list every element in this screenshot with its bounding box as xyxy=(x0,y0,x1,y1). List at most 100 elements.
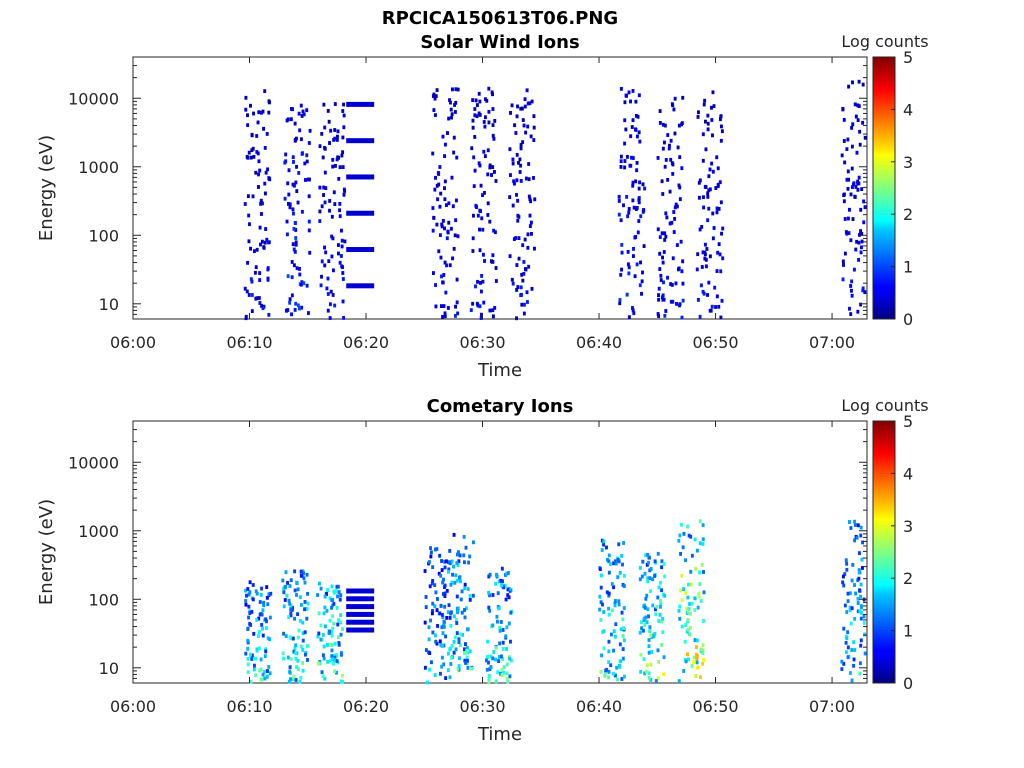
spectrogram-cell xyxy=(848,608,852,613)
panel-title-solar-wind: Solar Wind Ions xyxy=(420,32,579,53)
spectrogram-cell xyxy=(455,561,459,565)
spectrogram-cell xyxy=(519,142,523,147)
spectrogram-cell xyxy=(646,579,650,584)
spectrogram-cell xyxy=(598,567,602,571)
spectrogram-cell xyxy=(322,185,326,190)
spectrogram-cell xyxy=(670,220,674,225)
spectrogram-cell xyxy=(671,299,675,304)
spectrogram-cell xyxy=(648,576,652,581)
spectrogram-cell xyxy=(481,252,485,257)
spectrogram-cell xyxy=(492,228,496,233)
spectrogram-cell xyxy=(247,604,251,609)
spectrogram-cell xyxy=(528,213,532,218)
spectrogram-cell xyxy=(491,314,495,319)
spectrogram-cell xyxy=(487,605,491,610)
spectrogram-cell xyxy=(680,624,684,629)
spectrogram-cell xyxy=(681,298,685,303)
spectrogram-cell xyxy=(701,523,705,528)
spectrogram-cell xyxy=(336,622,340,627)
spectrogram-cell xyxy=(852,267,856,272)
spectrogram-cell xyxy=(482,149,486,154)
spectrogram-cell xyxy=(341,627,344,631)
spectrogram-cell xyxy=(250,309,254,313)
spectrogram-cell xyxy=(449,623,453,628)
spectrogram-cell xyxy=(717,206,721,211)
spectrogram-cell xyxy=(612,648,616,653)
spectrogram-cell xyxy=(433,113,437,118)
spectrogram-cell xyxy=(445,588,449,593)
band-cell xyxy=(346,138,375,144)
spectrogram-cell xyxy=(662,562,666,566)
x-tick-label: 06:30 xyxy=(459,697,505,716)
spectrogram-cell xyxy=(318,209,322,214)
spectrogram-cell xyxy=(342,102,346,107)
spectrogram-cell xyxy=(465,646,469,650)
spectrogram-cell xyxy=(859,594,862,599)
spectrogram-cell xyxy=(443,591,447,596)
spectrogram-cell xyxy=(654,679,658,683)
spectrogram-cell xyxy=(647,560,650,565)
spectrogram-cell xyxy=(527,194,531,199)
spectrogram-cell xyxy=(664,309,668,313)
spectrogram-cell xyxy=(293,588,297,593)
spectrogram-cell xyxy=(859,582,863,587)
spectrogram-cell xyxy=(337,635,340,640)
spectrogram-cell xyxy=(446,306,450,310)
spectrogram-cell xyxy=(714,305,718,309)
spectrogram-cell xyxy=(428,651,432,656)
spectrogram-cell xyxy=(681,95,685,100)
spectrogram-cell xyxy=(265,674,269,679)
spectrogram-cell xyxy=(455,606,459,611)
spectrogram-cell xyxy=(666,275,669,280)
spectrogram-cell xyxy=(675,243,679,247)
colorbar-tick-label: 1 xyxy=(903,622,913,641)
spectrogram-cell xyxy=(707,280,711,285)
spectrogram-cell xyxy=(424,648,428,652)
spectrogram-cell xyxy=(491,623,495,628)
spectrogram-cell xyxy=(697,195,701,200)
spectrogram-cell xyxy=(305,153,309,158)
spectrogram-cell xyxy=(285,593,289,598)
spectrogram-cell xyxy=(505,647,509,651)
spectrogram-cell xyxy=(623,165,627,170)
spectrogram-cell xyxy=(856,601,860,605)
spectrogram-cell xyxy=(658,109,662,113)
spectrogram-cell xyxy=(653,574,657,578)
spectrogram-cell xyxy=(286,655,290,660)
spectrogram-cell xyxy=(519,146,523,151)
spectrogram-cell xyxy=(293,121,297,126)
spectrogram-cell xyxy=(847,231,851,235)
spectrogram-cell xyxy=(431,565,435,570)
spectrogram-cell xyxy=(849,284,853,288)
spectrogram-cell xyxy=(438,553,442,558)
spectrogram-cell xyxy=(517,236,521,240)
spectrogram-cell xyxy=(450,643,454,648)
spectrogram-cell xyxy=(244,602,248,607)
spectrogram-cell xyxy=(845,567,849,572)
spectrogram-cell xyxy=(638,630,642,635)
spectrogram-cell xyxy=(686,657,690,662)
spectrogram-cell xyxy=(497,655,501,659)
y-tick-label: 10 xyxy=(99,295,119,314)
spectrogram-cell xyxy=(499,671,503,676)
spectrogram-cell xyxy=(247,213,251,218)
spectrogram-cell xyxy=(677,608,681,613)
spectrogram-cell xyxy=(257,185,260,189)
spectrogram-cell xyxy=(522,123,526,128)
spectrogram-cell xyxy=(257,630,261,635)
spectrogram-cells-solar-wind xyxy=(243,79,867,321)
spectrogram-cell xyxy=(607,593,611,598)
spectrogram-cell xyxy=(263,181,267,186)
spectrogram-cell xyxy=(845,610,849,614)
spectrogram-cell xyxy=(598,594,602,599)
spectrogram-cell xyxy=(447,569,450,574)
spectrogram-cell xyxy=(678,197,682,202)
spectrogram-cell xyxy=(694,674,698,678)
spectrogram-cell xyxy=(711,211,715,216)
spectrogram-cell xyxy=(326,659,330,664)
spectrogram-cell xyxy=(640,574,644,579)
spectrogram-cell xyxy=(263,676,267,681)
spectrogram-cell xyxy=(339,254,343,258)
spectrogram-cell xyxy=(698,178,702,183)
spectrogram-cell xyxy=(843,572,847,576)
